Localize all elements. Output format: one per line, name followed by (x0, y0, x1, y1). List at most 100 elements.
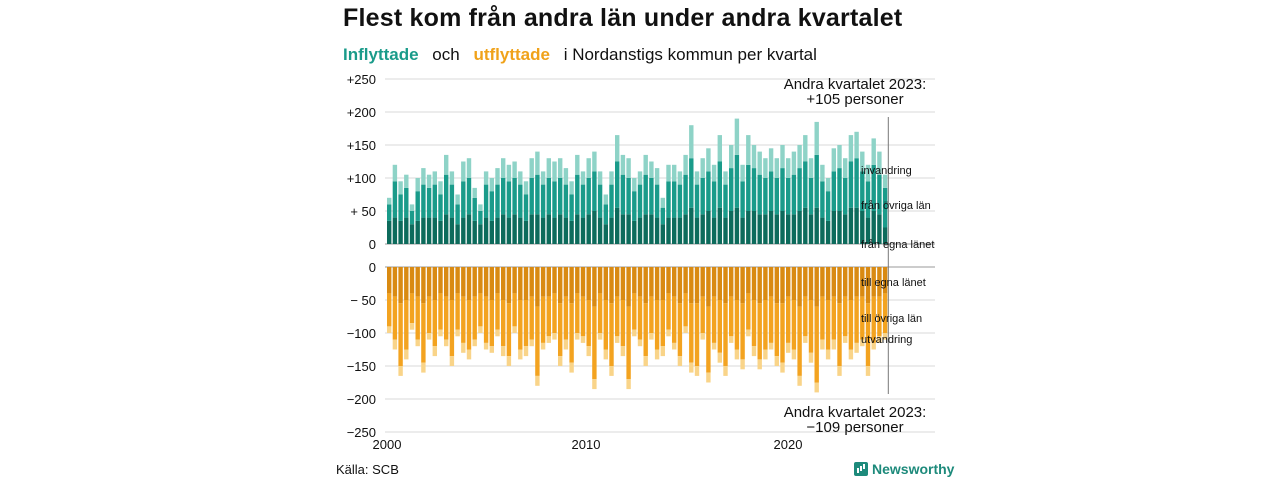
bar-out-other (472, 296, 477, 340)
bar-in-own (768, 211, 774, 244)
bar-in-own (689, 207, 694, 244)
bar-in-own (626, 214, 631, 244)
bar-out-emigration (444, 339, 449, 347)
bar-in-own (529, 214, 534, 244)
bar-in-own (552, 217, 557, 244)
bar-out-emigration (592, 379, 597, 390)
annotation-top-line2: +105 personer (806, 91, 903, 108)
bar-out-own (734, 267, 740, 300)
bar-in-other (729, 168, 734, 211)
bar-out-emigration (797, 375, 802, 386)
bar-out-other (558, 303, 563, 357)
bar-out-other (552, 293, 557, 333)
bar-out-emigration (865, 366, 871, 376)
bar-out-emigration (421, 362, 426, 373)
subtitle-rest: i Nordanstigs kommun per kvartal (563, 45, 817, 64)
bar-in-own (797, 211, 802, 244)
bar-in-immigration (706, 148, 711, 172)
bar-out-emigration (763, 349, 768, 360)
bar-in-immigration (523, 181, 529, 195)
bar-in-own (426, 217, 432, 244)
bar-in-own (746, 211, 751, 244)
bar-in-other (415, 191, 420, 221)
bar-in-immigration (461, 161, 466, 182)
y-tick-label: − 50 (350, 293, 376, 308)
bar-in-immigration (449, 171, 455, 185)
bar-out-emigration (552, 333, 557, 340)
bar-out-other (529, 296, 534, 340)
bar-in-own (643, 214, 648, 244)
bar-in-own (711, 217, 717, 244)
bar-in-immigration (877, 151, 882, 175)
bar-out-emigration (666, 329, 671, 337)
bar-in-own (603, 224, 608, 244)
bar-out-other (615, 296, 620, 337)
bar-out-own (689, 267, 694, 304)
subtitle-out-word: utflyttade (473, 45, 550, 64)
bar-in-other (523, 194, 529, 221)
bar-in-immigration (768, 148, 774, 172)
brand-name: Newsworthy (872, 461, 955, 477)
bar-out-own (820, 267, 825, 297)
bar-out-other (717, 300, 722, 353)
bar-in-other (865, 181, 871, 218)
bar-in-other (757, 174, 762, 215)
bar-in-other (478, 211, 483, 225)
bar-in-other (392, 181, 398, 218)
bar-in-other (751, 168, 757, 211)
bar-out-other (409, 293, 415, 324)
label-invandring: invandring (861, 165, 912, 177)
bar-out-other (392, 296, 398, 340)
bar-out-own (444, 267, 449, 297)
bar-in-immigration (558, 158, 563, 178)
bar-in-immigration (666, 164, 671, 182)
bar-out-emigration (780, 362, 785, 373)
bar-out-other (877, 296, 882, 337)
bar-out-emigration (825, 349, 831, 360)
bar-in-own (757, 214, 762, 244)
bar-in-own (535, 214, 540, 244)
bar-in-other (387, 204, 392, 221)
bar-in-other (860, 171, 865, 211)
bar-in-immigration (786, 158, 791, 178)
bar-in-own (706, 211, 711, 244)
bar-out-emigration (620, 346, 626, 357)
bar-out-own (615, 267, 620, 297)
bar-out-emigration (694, 366, 700, 376)
bar-in-own (723, 217, 728, 244)
bar-in-own (501, 214, 506, 244)
bar-out-own (831, 267, 836, 297)
bar-in-other (837, 168, 842, 211)
y-tick-label: 0 (369, 260, 376, 275)
bar-out-other (501, 300, 506, 347)
bar-in-own (814, 207, 819, 244)
bar-in-own (854, 207, 859, 244)
bar-out-own (666, 267, 671, 294)
bar-in-immigration (637, 171, 643, 185)
bar-out-other (808, 300, 814, 353)
bar-out-other (546, 296, 551, 337)
bar-out-emigration (615, 336, 620, 343)
bar-out-other (843, 296, 848, 337)
bar-in-immigration (580, 171, 586, 185)
bar-out-emigration (808, 352, 814, 363)
bar-out-other (506, 303, 512, 357)
bar-out-other (438, 293, 443, 330)
bar-in-other (831, 171, 836, 211)
bar-in-own (780, 211, 785, 244)
bar-out-other (734, 300, 740, 350)
bar-out-own (706, 267, 711, 307)
bar-in-immigration (501, 158, 506, 178)
bar-in-immigration (495, 168, 500, 185)
bar-in-own (717, 207, 722, 244)
bar-out-emigration (563, 339, 569, 350)
bar-out-own (392, 267, 398, 297)
bar-out-other (694, 303, 700, 366)
bar-out-other (404, 300, 409, 350)
bar-in-own (700, 214, 705, 244)
bar-in-other (518, 184, 523, 218)
bar-in-other (426, 187, 432, 218)
bar-in-immigration (535, 151, 540, 175)
bar-in-other (672, 181, 677, 218)
bar-in-own (774, 214, 779, 244)
